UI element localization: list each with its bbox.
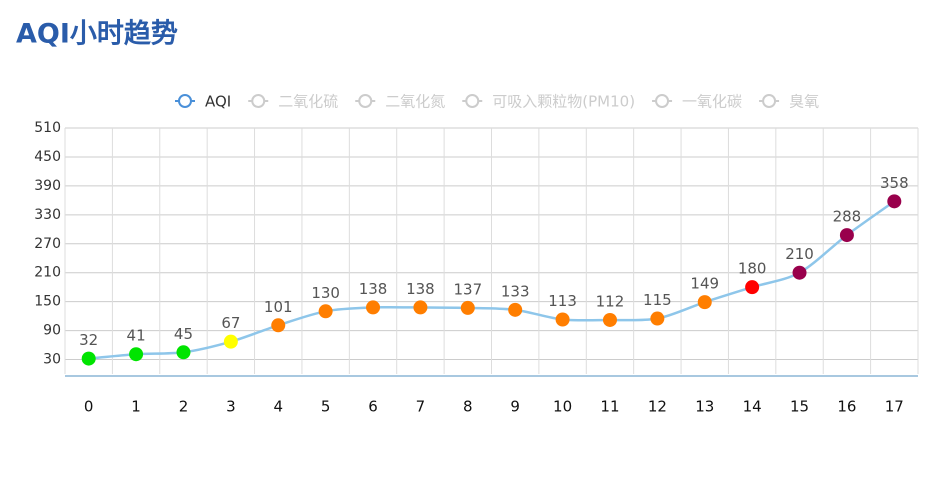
y-tick-label: 210: [34, 265, 61, 281]
x-tick-label: 0: [84, 398, 94, 416]
data-point: [697, 295, 712, 310]
data-point: [81, 351, 96, 366]
data-point: [508, 302, 523, 317]
legend-icon[interactable]: [762, 94, 777, 108]
data-point: [460, 300, 475, 315]
data-label: 358: [880, 174, 909, 192]
data-label: 113: [548, 292, 577, 310]
x-tick-label: 10: [553, 398, 572, 416]
legend-icon[interactable]: [358, 94, 373, 108]
data-label: 115: [643, 291, 672, 309]
data-point: [366, 300, 381, 315]
data-label: 101: [264, 298, 293, 316]
data-label: 180: [738, 260, 767, 278]
y-tick-label: 270: [34, 236, 61, 252]
x-tick-label: 1: [131, 398, 141, 416]
x-tick-label: 15: [790, 398, 809, 416]
data-label: 130: [311, 284, 340, 302]
x-tick-label: 17: [885, 398, 904, 416]
data-label: 137: [453, 280, 482, 298]
chart-title: AQI小时趋势: [16, 19, 178, 50]
data-point: [602, 312, 617, 327]
x-tick-label: 4: [273, 398, 283, 416]
y-tick-label: 90: [43, 323, 61, 339]
data-point: [555, 312, 570, 327]
data-label: 67: [221, 314, 240, 332]
x-tick-label: 3: [226, 398, 236, 416]
data-label: 112: [596, 292, 625, 310]
data-point: [792, 265, 807, 280]
x-tick-label: 13: [695, 398, 714, 416]
legend-item[interactable]: AQI: [205, 93, 231, 111]
data-point: [413, 300, 428, 315]
data-label: 149: [690, 275, 719, 293]
x-tick-label: 12: [648, 398, 667, 416]
x-tick-label: 6: [368, 398, 378, 416]
data-label: 41: [127, 327, 146, 345]
x-tick-label: 5: [321, 398, 331, 416]
x-tick-label: 9: [510, 398, 520, 416]
x-tick-label: 8: [463, 398, 473, 416]
data-point: [745, 280, 760, 295]
data-label: 133: [501, 282, 530, 300]
data-point: [839, 228, 854, 243]
y-tick-label: 510: [34, 120, 61, 136]
y-tick-label: 390: [34, 178, 61, 194]
data-point: [318, 304, 333, 319]
data-label: 138: [406, 280, 435, 298]
y-tick-label: 330: [34, 207, 61, 223]
legend-icon[interactable]: [178, 94, 192, 108]
y-tick-label: 30: [43, 352, 61, 368]
data-point: [176, 345, 191, 360]
x-tick-label: 14: [743, 398, 762, 416]
data-point: [887, 194, 902, 209]
x-tick-label: 11: [600, 398, 619, 416]
y-tick-label: 450: [34, 149, 61, 165]
legend-item[interactable]: 一氧化碳: [682, 93, 742, 111]
legend-icon[interactable]: [655, 94, 670, 108]
data-point: [650, 311, 665, 326]
legend-item[interactable]: 二氧化硫: [278, 93, 338, 111]
data-point: [129, 347, 144, 362]
data-point: [223, 334, 238, 349]
legend-item[interactable]: 臭氧: [789, 93, 819, 111]
x-tick-label: 2: [179, 398, 189, 416]
legend-item[interactable]: 可吸入颗粒物(PM10): [492, 93, 635, 111]
legend-icon[interactable]: [251, 94, 266, 108]
legend-icon[interactable]: [465, 94, 480, 108]
data-label: 210: [785, 245, 814, 263]
data-label: 32: [79, 331, 98, 349]
x-tick-label: 16: [837, 398, 856, 416]
data-label: 288: [833, 208, 862, 226]
data-label: 138: [359, 280, 388, 298]
data-point: [271, 318, 286, 333]
x-tick-label: 7: [416, 398, 426, 416]
data-label: 45: [174, 325, 193, 343]
legend-item[interactable]: 二氧化氮: [385, 93, 445, 111]
y-tick-label: 150: [34, 294, 61, 310]
